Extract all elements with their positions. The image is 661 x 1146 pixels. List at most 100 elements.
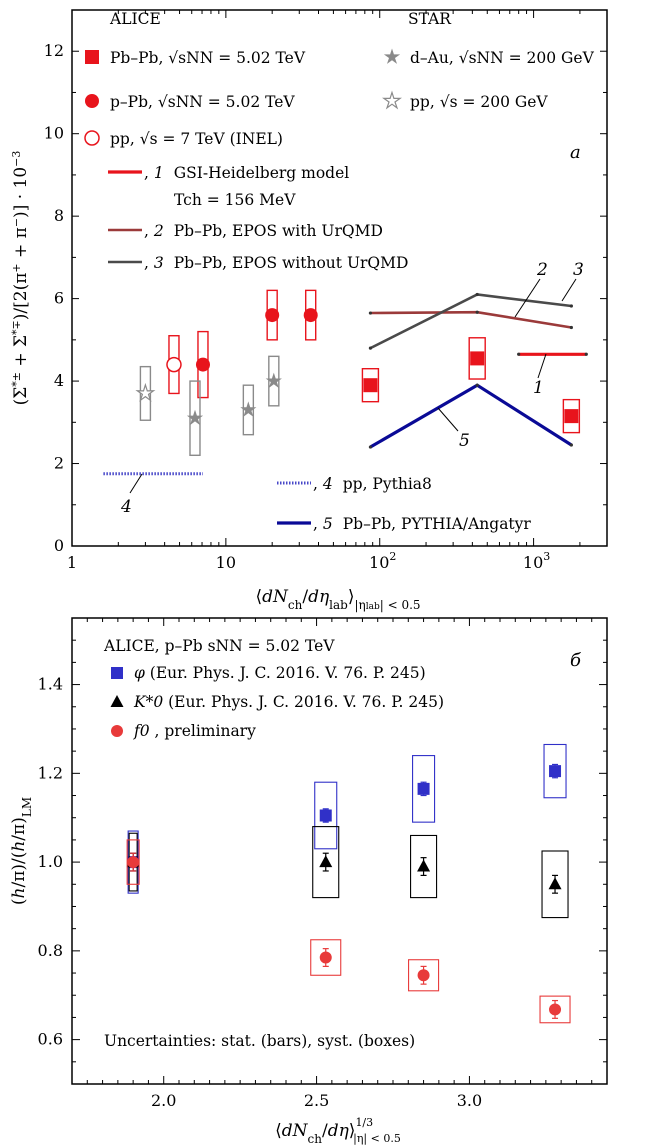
legend-label-model-5: , 5 Pb–Pb, PYTHIA/Angatyr bbox=[313, 515, 531, 533]
data-point bbox=[186, 409, 204, 426]
data-point bbox=[363, 378, 378, 393]
data-point bbox=[548, 877, 562, 890]
syst-box bbox=[242, 384, 255, 436]
legend-label-phi: φ (Eur. Phys. J. C. 2016. V. 76. P. 245) bbox=[134, 664, 426, 682]
y-tick-label: 2 bbox=[54, 454, 64, 473]
curve-leader-line bbox=[561, 278, 577, 302]
data-point bbox=[417, 782, 430, 795]
legend-marker-pbpb bbox=[85, 50, 99, 64]
data-point bbox=[166, 356, 182, 373]
legend-marker-pp200 bbox=[382, 90, 402, 110]
y-tick-label: 0.6 bbox=[38, 1030, 63, 1049]
data-point bbox=[135, 382, 156, 402]
data-point bbox=[319, 809, 332, 822]
data-point bbox=[319, 855, 333, 868]
data-point bbox=[564, 409, 579, 424]
syst-box bbox=[541, 850, 569, 919]
syst-box bbox=[268, 355, 280, 407]
legend-marker-ppb bbox=[85, 94, 99, 108]
x-tick-label: 1 bbox=[67, 553, 77, 572]
curve-leader-line bbox=[514, 278, 541, 318]
model-node bbox=[475, 383, 479, 387]
y-axis-title-b: (h/π)/(h/π)LM bbox=[9, 797, 34, 905]
curve-label-1: 1 bbox=[533, 378, 544, 398]
syst-box bbox=[408, 959, 440, 992]
model-curves-a: 2 3 1 5 4 bbox=[103, 260, 588, 517]
x-tick-label: 2.5 bbox=[304, 1091, 329, 1110]
legend-marker-kstar bbox=[110, 695, 124, 707]
data-point bbox=[549, 765, 562, 778]
data-points-a bbox=[135, 289, 581, 456]
x-tick-label: 3.0 bbox=[457, 1091, 482, 1110]
model-node bbox=[368, 346, 373, 350]
legend-a: ALICE STAR Pb–Pb, √sNN = 5.02 TeV p–Pb, √… bbox=[84, 10, 595, 533]
data-point bbox=[549, 1003, 562, 1016]
legend-header-b: ALICE, p–Pb sNN = 5.02 TeV bbox=[103, 637, 335, 655]
legend-marker-phi bbox=[111, 667, 123, 679]
legend-label-ppb: p–Pb, √sNN = 5.02 TeV bbox=[110, 93, 295, 111]
data-point bbox=[240, 401, 257, 417]
y-tick-labels-b: 0.6 0.8 1.0 1.2 1.4 bbox=[38, 675, 63, 1049]
legend-label-f0: f0 , preliminary bbox=[133, 722, 256, 740]
syst-box bbox=[468, 337, 486, 380]
legend-label-model-1: , 1 GSI-Heidelberg model bbox=[144, 164, 349, 182]
syst-box bbox=[312, 826, 340, 899]
legend-label-pp200: pp, √s = 200 GeV bbox=[410, 93, 548, 111]
panel-label-b: б bbox=[570, 650, 582, 671]
syst-box bbox=[314, 781, 338, 850]
curve-label-5: 5 bbox=[459, 431, 470, 451]
model-node bbox=[517, 352, 521, 356]
data-point bbox=[195, 357, 210, 372]
syst-box bbox=[310, 939, 342, 976]
model-node bbox=[475, 292, 479, 297]
data-point bbox=[417, 859, 431, 872]
legend-label-kstar: K*0 (Eur. Phys. J. C. 2016. V. 76. P. 24… bbox=[133, 693, 444, 711]
curve-leader-line bbox=[129, 473, 143, 494]
y-tick-label: 6 bbox=[54, 289, 64, 308]
plot-frame-b bbox=[71, 617, 608, 1085]
data-point bbox=[417, 969, 430, 982]
curve-label-3: 3 bbox=[573, 260, 584, 280]
model-node bbox=[368, 445, 373, 449]
y-tick-label: 4 bbox=[54, 371, 64, 390]
y-tick-label: 1.2 bbox=[38, 763, 63, 782]
data-point bbox=[265, 372, 282, 388]
plot-frame-a bbox=[71, 9, 608, 547]
legend-marker-dau bbox=[383, 48, 401, 64]
model-node bbox=[475, 310, 479, 314]
x-axis-title-a: ⟨dNch/dηlab⟩|ηlab| < 0.5 bbox=[255, 587, 420, 612]
legend-alice-header: ALICE bbox=[109, 10, 161, 28]
x-tick-labels-b: 2.0 2.5 3.0 bbox=[151, 1091, 482, 1110]
syst-box bbox=[361, 368, 380, 403]
syst-box bbox=[539, 995, 571, 1024]
legend-label-pp7: pp, √s = 7 TeV (INEL) bbox=[110, 130, 283, 148]
y-axis-title-a: (Σ*± + Σ*∓)/[2(π+ + π−)] · 10−3 bbox=[10, 151, 32, 406]
model-node bbox=[569, 443, 573, 447]
x-tick-label: 103 bbox=[523, 550, 550, 572]
legend-marker-pp7 bbox=[84, 130, 100, 146]
model-node bbox=[569, 325, 573, 330]
axes-ticks-b bbox=[72, 617, 608, 1085]
syst-box bbox=[189, 380, 201, 456]
curve-label-2: 2 bbox=[536, 260, 548, 280]
y-tick-label: 0.8 bbox=[38, 941, 63, 960]
chart-b: 0.60.81.01.21.4 2.0 2.5 3.0 (h/π)/(h/π)LM … bbox=[9, 617, 608, 1146]
x-tick-labels-a: 1 10 102 103 bbox=[67, 550, 550, 572]
legend-label-model-2: , 2 Pb–Pb, EPOS with UrQMD bbox=[144, 222, 383, 240]
x-tick-label: 10 bbox=[216, 553, 236, 572]
y-tick-labels-a: 0 2 4 6 8 10 12 bbox=[44, 41, 64, 555]
model-node bbox=[368, 311, 373, 315]
legend-label-pbpb: Pb–Pb, √sNN = 5.02 TeV bbox=[110, 49, 306, 67]
model-node bbox=[584, 352, 588, 356]
curve-leader-line bbox=[437, 407, 459, 432]
x-axis-title-b: ⟨dNch/dη⟩1/3 |η| < 0.5 bbox=[275, 1116, 401, 1146]
legend-star-header: STAR bbox=[408, 10, 452, 28]
data-point bbox=[470, 351, 485, 366]
data-point bbox=[319, 951, 332, 964]
legend-label-dau: d–Au, √sNN = 200 GeV bbox=[410, 49, 595, 67]
model-node bbox=[569, 304, 573, 308]
footnote-b: Uncertainties: stat. (bars), syst. (boxe… bbox=[104, 1032, 415, 1050]
y-tick-label: 1.4 bbox=[38, 675, 63, 694]
